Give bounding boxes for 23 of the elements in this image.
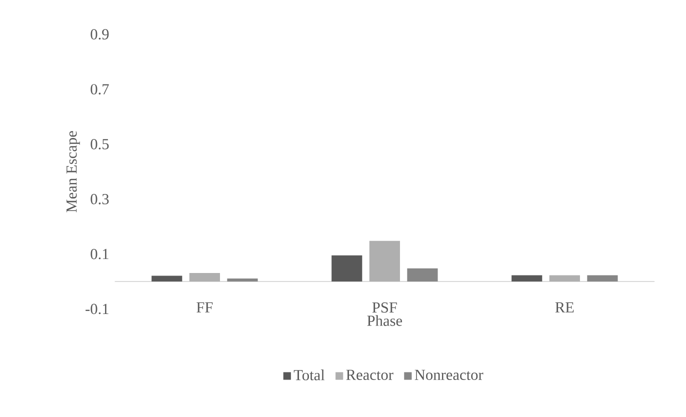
x-axis-title: Phase bbox=[367, 315, 402, 326]
y-tick-label: -0.1 bbox=[86, 304, 108, 314]
legend-label: Reactor bbox=[346, 370, 394, 380]
legend-label: Total bbox=[294, 370, 325, 380]
y-tick-label: 0.9 bbox=[90, 29, 109, 40]
y-axis-title: Mean Escape bbox=[66, 131, 80, 212]
bar bbox=[369, 240, 400, 282]
bar bbox=[407, 268, 438, 282]
bar bbox=[189, 273, 220, 282]
bar bbox=[332, 255, 362, 282]
y-tick-label: 0.1 bbox=[90, 248, 108, 260]
x-tick-label: RE bbox=[555, 302, 574, 312]
y-tick-label: 0.3 bbox=[90, 194, 109, 204]
legend-label: Nonreactor bbox=[414, 370, 484, 380]
y-tick-label: 0.7 bbox=[90, 84, 109, 94]
bar bbox=[152, 276, 182, 282]
bar bbox=[587, 275, 618, 282]
y-tick-label: 0.5 bbox=[90, 139, 109, 150]
x-tick-label: PSF bbox=[372, 302, 397, 313]
bar bbox=[512, 275, 542, 282]
x-tick-label: FF bbox=[196, 302, 213, 312]
bar bbox=[549, 275, 580, 282]
bar bbox=[227, 278, 258, 282]
